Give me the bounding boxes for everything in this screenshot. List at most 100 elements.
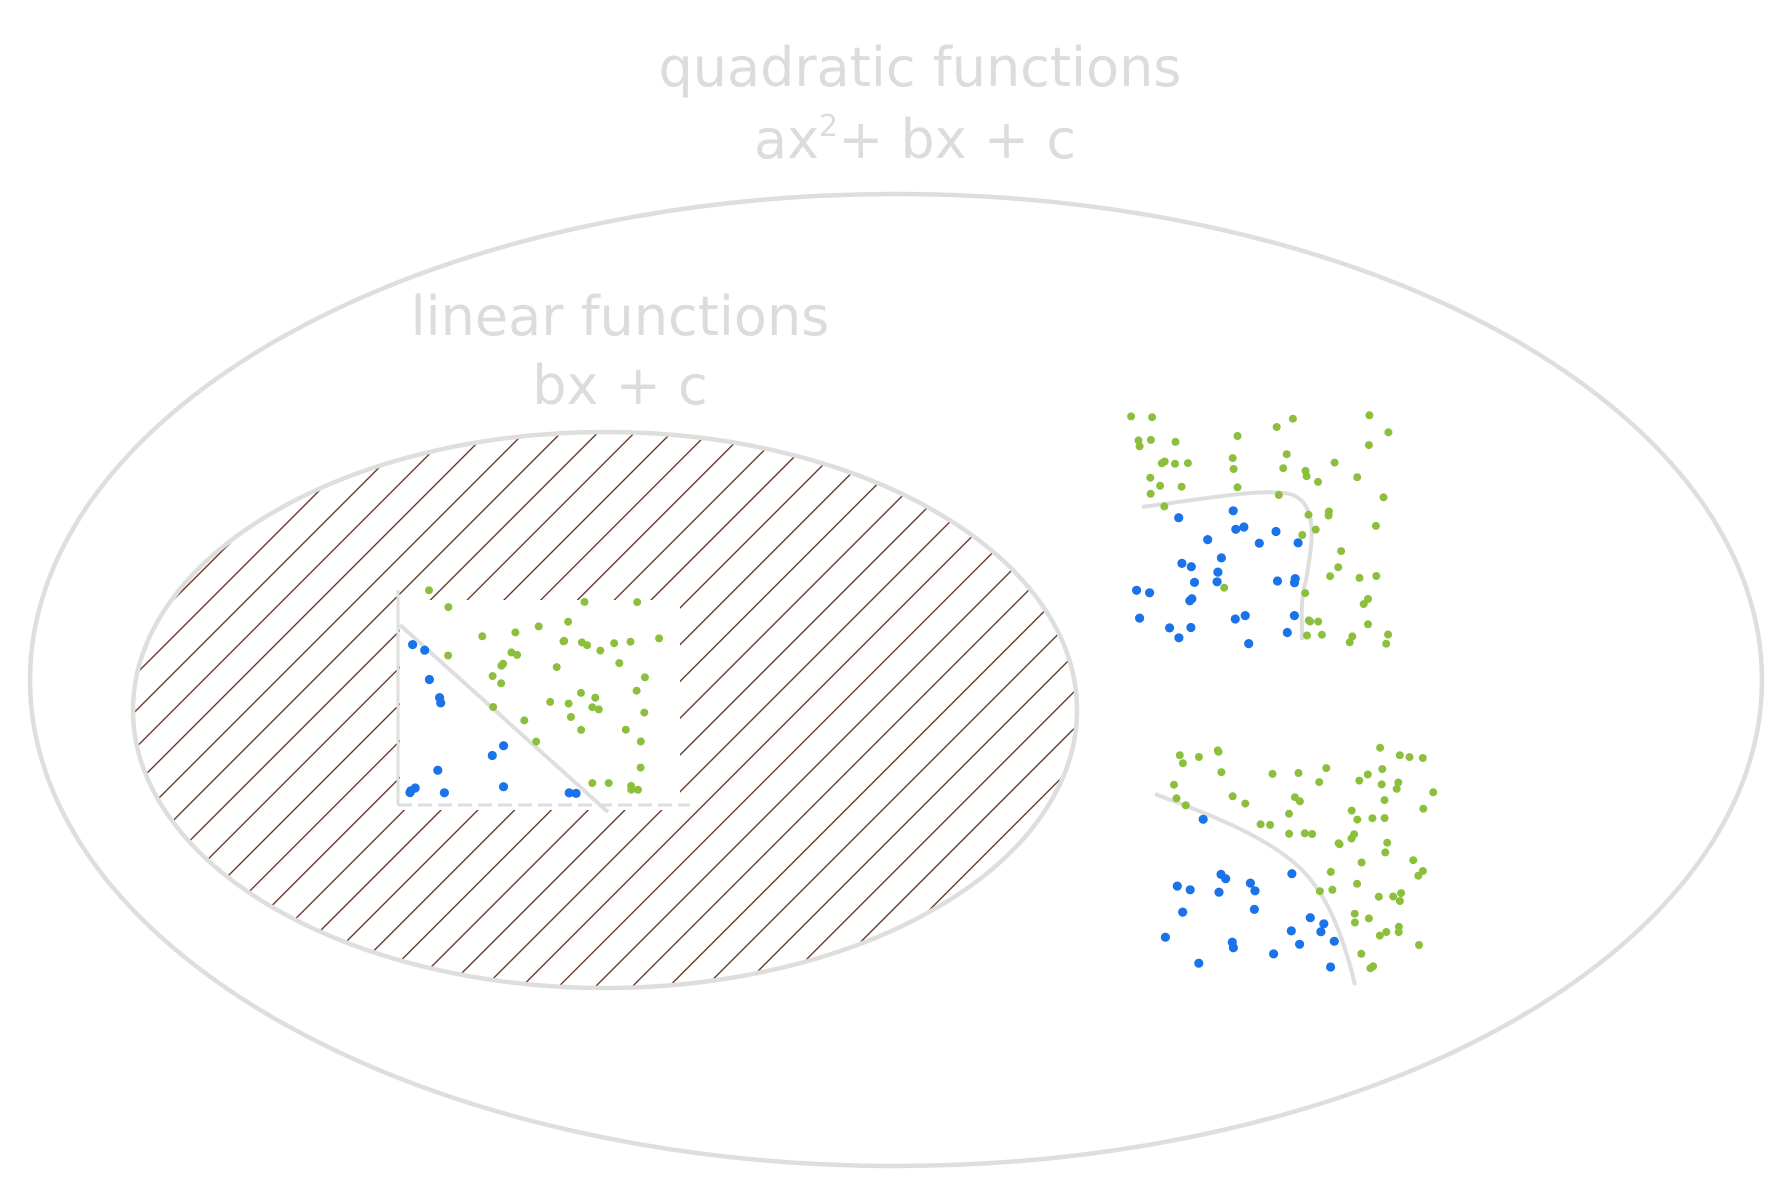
linear-point-blue xyxy=(487,750,497,761)
quad1-point-green xyxy=(1233,483,1242,492)
quad1-point-blue xyxy=(1231,524,1241,534)
quad1-point-green xyxy=(1314,477,1322,486)
quad1-point-green xyxy=(1220,583,1229,592)
quad1-point-blue xyxy=(1213,567,1223,577)
quad1-point-blue xyxy=(1282,627,1292,638)
quad1-point-blue xyxy=(1228,506,1238,516)
linear-point-blue xyxy=(499,741,509,751)
quad2-point-green xyxy=(1383,838,1392,847)
quad2-point-green xyxy=(1217,768,1226,777)
quad2-point-blue xyxy=(1185,885,1195,895)
quad2-point-green xyxy=(1395,897,1404,905)
linear-point-green xyxy=(610,639,619,648)
quad2-point-blue xyxy=(1194,958,1204,968)
linear-point-green xyxy=(615,659,624,668)
quad2-point-green xyxy=(1241,799,1250,808)
quad1-point-green xyxy=(1301,589,1310,598)
linear-point-blue xyxy=(435,693,445,703)
quad1-point-green xyxy=(1146,489,1155,498)
linear-point-green xyxy=(594,705,603,714)
quad1-point-green xyxy=(1229,465,1238,473)
quad2-point-green xyxy=(1392,784,1401,793)
quad2-point-green xyxy=(1397,889,1406,898)
quad2-point-green xyxy=(1172,794,1181,803)
quad1-point-green xyxy=(1171,459,1179,468)
quad1-point-green xyxy=(1228,454,1237,463)
quad2-point-green xyxy=(1374,892,1383,901)
quad2-point-green xyxy=(1366,964,1375,973)
linear-point-green xyxy=(534,622,543,631)
quad2-point-green xyxy=(1364,914,1373,923)
quad1-point-blue xyxy=(1135,613,1145,623)
quad2-point-green xyxy=(1394,778,1403,787)
quad2-point-blue xyxy=(1286,926,1296,936)
quad2-point-green xyxy=(1381,848,1390,857)
quad1-point-blue xyxy=(1289,611,1299,621)
quad2-point-green xyxy=(1380,796,1389,805)
quad2-point-green xyxy=(1334,839,1343,848)
linear-point-green xyxy=(497,661,506,670)
linear-point-blue xyxy=(439,788,449,798)
quad2-point-green xyxy=(1175,751,1184,760)
linear-point-green xyxy=(596,646,605,655)
quad2-point-green xyxy=(1355,776,1364,785)
quad2-point-green xyxy=(1170,780,1178,789)
linear-point-green xyxy=(621,725,630,734)
quad1-point-green xyxy=(1379,493,1388,502)
quadratic-boundary-example-1 xyxy=(1127,411,1393,649)
quad2-point-green xyxy=(1418,754,1427,762)
quad2-point-blue xyxy=(1160,932,1170,942)
quad2-point-blue xyxy=(1295,939,1305,949)
linear-boundary-example xyxy=(396,586,690,814)
linear-point-green xyxy=(552,663,561,672)
quad1-point-green xyxy=(1355,573,1364,582)
quad1-point-green xyxy=(1127,412,1136,421)
quad2-point-blue xyxy=(1326,962,1336,972)
quad2-point-green xyxy=(1353,815,1362,824)
outer-formula-base: ax xyxy=(754,108,819,171)
quad2-point-green xyxy=(1194,753,1203,761)
linear-point-blue xyxy=(564,788,574,798)
quad1-point-green xyxy=(1365,411,1374,420)
quad1-point-blue xyxy=(1165,623,1175,633)
linear-point-green xyxy=(564,699,573,708)
quad1-point-green xyxy=(1304,510,1313,519)
quad1-point-green xyxy=(1301,466,1310,475)
quad2-point-green xyxy=(1409,856,1418,865)
quad1-point-green xyxy=(1303,631,1311,640)
quad2-point-green xyxy=(1389,892,1398,901)
quad1-point-blue xyxy=(1189,577,1200,588)
quad2-point-green xyxy=(1228,792,1237,801)
quad1-point-green xyxy=(1364,620,1372,629)
quad2-point-green xyxy=(1285,829,1294,838)
quad1-point-green xyxy=(1345,638,1354,647)
quad2-point-blue xyxy=(1216,869,1226,880)
quad1-point-blue xyxy=(1271,526,1281,537)
linear-point-green xyxy=(444,651,453,660)
quad1-point-green xyxy=(1233,432,1242,440)
linear-point-green xyxy=(626,637,635,646)
linear-example-points xyxy=(405,586,664,799)
quadratic-example-1-points xyxy=(1127,411,1393,649)
quad2-point-green xyxy=(1350,909,1359,918)
quad2-point-green xyxy=(1326,867,1335,876)
linear-point-green xyxy=(520,716,529,725)
quad2-point-green xyxy=(1378,765,1387,774)
quad1-point-blue xyxy=(1254,538,1264,548)
quad1-point-green xyxy=(1382,639,1391,648)
quad2-point-blue xyxy=(1329,936,1339,946)
linear-point-green xyxy=(546,697,555,706)
quad2-point-blue xyxy=(1250,886,1260,896)
quad1-point-blue xyxy=(1186,622,1196,633)
quad2-point-green xyxy=(1350,918,1359,927)
quad2-point-green xyxy=(1419,804,1428,813)
outer-set-title: quadratic functions xyxy=(659,36,1182,99)
quad1-point-green xyxy=(1372,572,1381,580)
linear-point-green xyxy=(511,628,520,637)
quad2-point-green xyxy=(1363,770,1372,779)
quad1-point-green xyxy=(1160,502,1169,511)
outer-formula-rest: + bx + c xyxy=(838,108,1076,171)
quad2-point-blue xyxy=(1172,881,1182,891)
